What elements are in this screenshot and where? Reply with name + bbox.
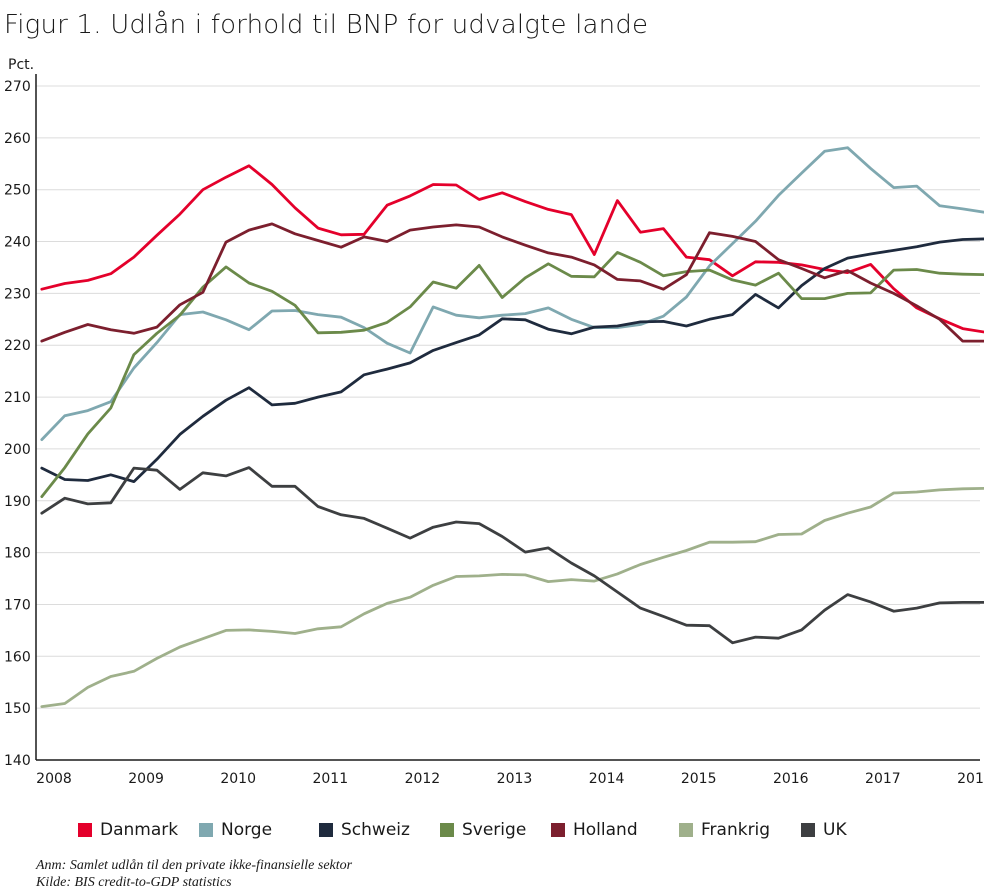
y-axis-label: Pct.: [8, 57, 34, 73]
y-tick-label: 270: [4, 79, 31, 95]
x-tick-label: 2015: [681, 771, 717, 787]
y-tick-label: 220: [4, 338, 31, 354]
y-tick-label: 250: [4, 183, 31, 199]
legend-item-danmark: Danmark: [78, 820, 178, 840]
legend-label: Sverige: [462, 820, 527, 840]
legend-item-schweiz: Schweiz: [319, 820, 410, 840]
legend: Danmark Norge Schweiz Sverige Holland Frankri…: [78, 820, 978, 844]
x-tick-label: 2010: [220, 771, 256, 787]
x-tick-label: 2018: [957, 771, 984, 787]
y-tick-label: 180: [4, 546, 31, 562]
x-tick-label: 2012: [405, 771, 441, 787]
x-tick-label: 2008: [36, 771, 72, 787]
legend-swatch: [319, 823, 333, 837]
legend-item-frankrig: Frankrig: [679, 820, 770, 840]
series-line-uk: [40, 466, 984, 645]
gridlines: [36, 85, 980, 709]
legend-item-holland: Holland: [551, 820, 638, 840]
series-line-holland: [40, 222, 984, 343]
series-line-frankrig: [40, 486, 984, 708]
y-tick-label: 150: [4, 701, 31, 717]
legend-swatch: [199, 823, 213, 837]
legend-item-sverige: Sverige: [440, 820, 526, 840]
y-tick-label: 240: [4, 235, 31, 251]
y-tick-label: 190: [4, 494, 31, 510]
y-tick-label: 160: [4, 649, 31, 665]
legend-swatch: [78, 823, 92, 837]
legend-label: Schweiz: [341, 820, 410, 840]
x-tick-label: 2013: [497, 771, 533, 787]
legend-item-uk: UK: [801, 820, 847, 840]
y-tick-label: 200: [4, 442, 31, 458]
note-source: Kilde: BIS credit-to-GDP statistics: [36, 875, 232, 890]
legend-label: Danmark: [100, 820, 179, 840]
y-tick-label: 210: [4, 390, 31, 406]
x-axis: 2008 2009 2010 2011 2012 2013 2014 2015 2016 2017…: [36, 759, 984, 787]
line-chart: 140 150 160 170 180 190 200 210 220 230 240 250 260 2…: [4, 57, 984, 787]
series-lines: [40, 146, 984, 708]
x-tick-label: 2014: [589, 771, 625, 787]
y-tick-label: 230: [4, 286, 31, 302]
legend-swatch: [801, 823, 815, 837]
y-tick-label: 170: [4, 597, 31, 613]
legend-swatch: [440, 823, 454, 837]
note-annotation: Anm: Samlet udlån til den private ikke-f…: [36, 858, 353, 873]
legend-label: Norge: [221, 820, 273, 840]
legend-item-norge: Norge: [199, 820, 272, 840]
chart-title: Figur 1. Udlån i forhold til BNP for udv…: [4, 10, 649, 40]
series-line-schweiz: [40, 237, 984, 484]
legend-label: Frankrig: [701, 820, 771, 840]
legend-swatch: [679, 823, 693, 837]
legend-label: Holland: [573, 820, 638, 840]
legend-swatch: [551, 823, 565, 837]
x-tick-label: 2016: [773, 771, 809, 787]
legend-label: UK: [823, 820, 847, 840]
y-axis: 140 150 160 170 180 190 200 210 220 230 240 250 260 2…: [4, 74, 37, 769]
series-line-norge: [40, 146, 984, 442]
series-line-sverige: [40, 250, 984, 499]
x-tick-label: 2011: [312, 771, 348, 787]
x-tick-label: 2009: [128, 771, 164, 787]
series-line-danmark: [40, 164, 984, 334]
y-tick-label: 140: [4, 753, 31, 769]
x-tick-label: 2017: [865, 771, 901, 787]
y-tick-label: 260: [4, 131, 31, 147]
